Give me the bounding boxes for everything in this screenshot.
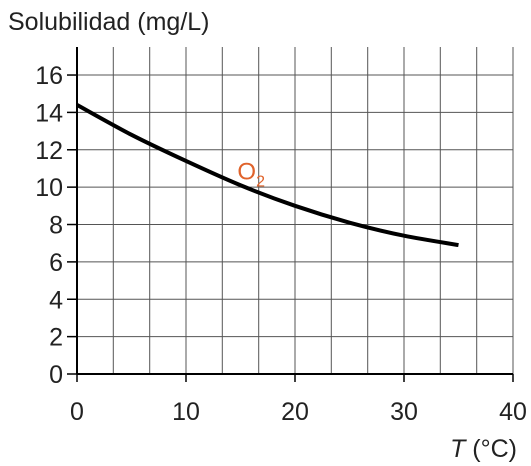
o2-annotation: O2 xyxy=(237,158,265,190)
series-layer xyxy=(76,103,459,248)
x-axis-label-unit: (°C) xyxy=(465,435,517,463)
y-axis-label: Solubilidad (mg/L) xyxy=(8,8,210,36)
x-tick-label-20: 20 xyxy=(281,398,309,426)
y-tick-label-14: 14 xyxy=(35,99,63,127)
y-tick-label-6: 6 xyxy=(49,249,63,277)
x-axis-label-var: T xyxy=(450,435,467,463)
x-tick-label-10: 10 xyxy=(172,398,200,426)
x-ticks: 0 10 20 30 40 xyxy=(70,374,527,426)
grid xyxy=(77,47,514,374)
x-tick-label-0: 0 xyxy=(70,398,84,426)
y-tick-label-8: 8 xyxy=(49,212,63,240)
x-axis-label: T (°C) xyxy=(450,435,517,463)
y-tick-label-0: 0 xyxy=(49,361,63,389)
y-tick-label-4: 4 xyxy=(49,286,63,314)
x-tick-label-30: 30 xyxy=(390,398,418,426)
y-tick-label-10: 10 xyxy=(35,174,63,202)
y-tick-label-12: 12 xyxy=(35,137,63,165)
o2-annotation-base: O xyxy=(237,158,256,185)
y-tick-label-2: 2 xyxy=(49,324,63,352)
o2-annotation-subscript: 2 xyxy=(256,173,265,190)
y-ticks: 0 2 4 6 8 10 12 14 16 xyxy=(35,62,77,389)
x-tick-label-40: 40 xyxy=(499,398,527,426)
y-tick-label-16: 16 xyxy=(35,62,63,90)
series-line-0 xyxy=(76,103,459,248)
